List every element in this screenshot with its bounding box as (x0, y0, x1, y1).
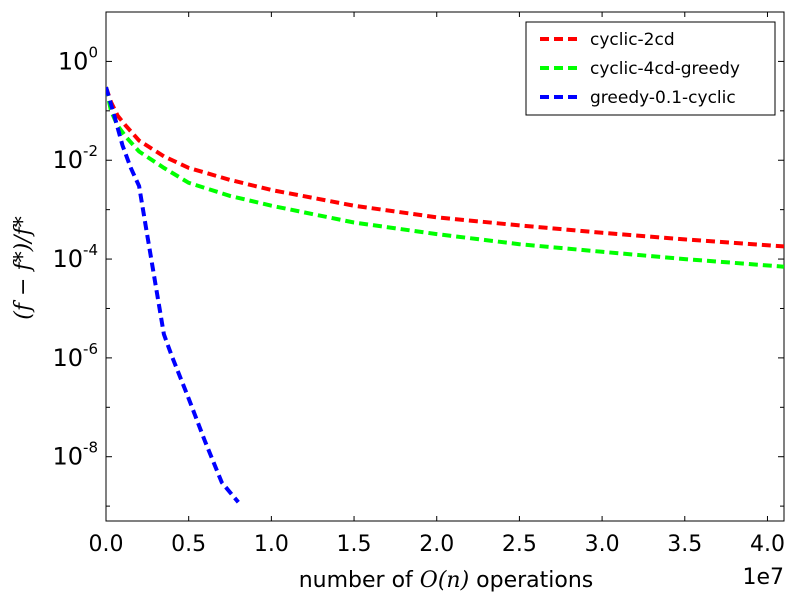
legend-label-greedy-0.1-cyclic: greedy-0.1-cyclic (590, 88, 736, 108)
series-line-cyclic-4cd-greedy (106, 86, 784, 269)
series-line-cyclic-2cd (106, 86, 784, 249)
x-tick-label: 2.5 (502, 532, 537, 557)
x-tick-label: 3.0 (585, 532, 620, 557)
legend-label-cyclic-4cd-greedy: cyclic-4cd-greedy (590, 59, 740, 79)
x-tick-label: 4.0 (750, 532, 785, 557)
x-axis-ticks: 0.0 0.5 1.0 1.5 2.0 2.5 3.0 3.5 4.0 (89, 12, 785, 557)
x-tick-label: 1.5 (337, 532, 372, 557)
legend-label-cyclic-2cd: cyclic-2cd (590, 30, 675, 50)
series-line-greedy-0.1-cyclic (106, 86, 240, 504)
y-axis-ticks: 100 10-2 10-4 10-6 10-8 (52, 11, 784, 507)
series-layer (106, 86, 784, 504)
x-tick-label: 2.0 (419, 532, 454, 557)
x-axis-label: number of O(n) operations (299, 568, 594, 593)
y-tick-label: 10-2 (52, 142, 98, 174)
y-tick-label: 10-8 (52, 439, 98, 471)
legend-box (525, 21, 776, 116)
x-tick-label: 1.0 (254, 532, 289, 557)
x-axis-offset-label: 1e7 (742, 565, 784, 590)
y-tick-label: 10-6 (52, 340, 98, 372)
x-tick-label: 0.0 (89, 532, 124, 557)
y-tick-label: 10-4 (52, 241, 98, 273)
y-axis-label: (f − f*)/f* (11, 216, 36, 319)
legend: cyclic-2cd cyclic-4cd-greedy greedy-0.1-… (525, 21, 776, 116)
x-tick-label: 0.5 (171, 532, 206, 557)
x-tick-label: 3.5 (667, 532, 702, 557)
y-tick-label: 100 (58, 43, 98, 75)
